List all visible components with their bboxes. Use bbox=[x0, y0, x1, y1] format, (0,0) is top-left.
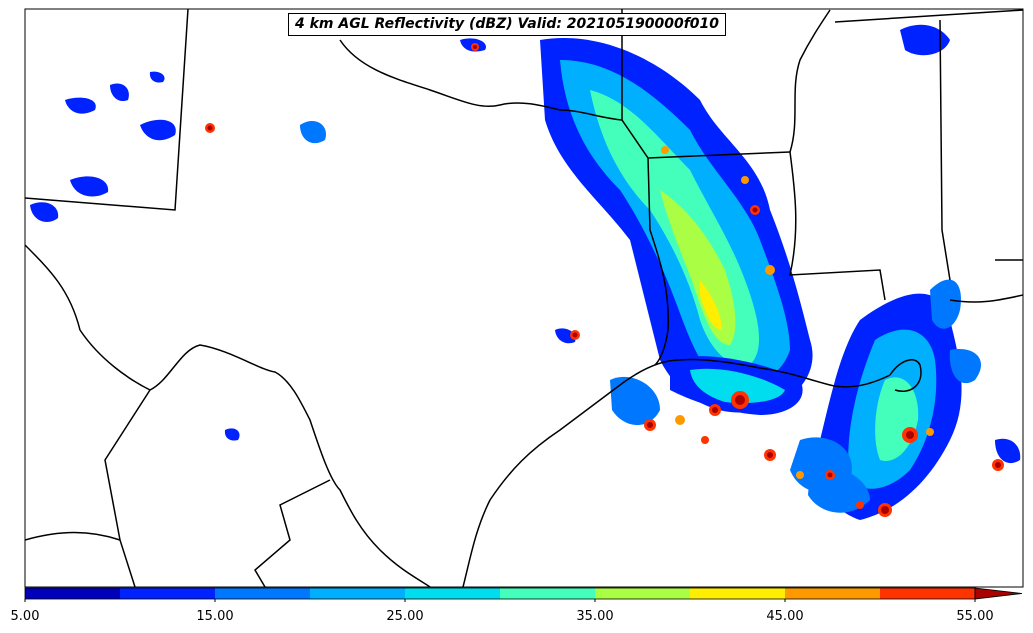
colorbar-extend-arrow bbox=[974, 587, 1023, 600]
colorbar-tick-label: 5.00 bbox=[10, 609, 40, 624]
arkansas-border bbox=[621, 9, 791, 159]
colorbar-segment bbox=[785, 588, 881, 599]
oklahoma-texas-border bbox=[25, 9, 189, 211]
colorbar-segment bbox=[405, 588, 501, 599]
mississippi-alabama-border bbox=[834, 9, 1023, 23]
map-title: 4 km AGL Reflectivity (dBZ) Valid: 20210… bbox=[288, 13, 727, 36]
mexico-state-border-3 bbox=[254, 479, 331, 587]
louisiana-mississippi-border bbox=[789, 151, 886, 301]
red-river-border bbox=[339, 39, 623, 121]
alabama-border bbox=[939, 19, 951, 281]
colorbar-tick-label: 45.00 bbox=[766, 609, 804, 624]
mississippi-coast bbox=[949, 294, 1023, 303]
gulf-coastline bbox=[462, 358, 891, 587]
reflectivity-field bbox=[30, 24, 1021, 520]
colorbar-tick-label: 15.00 bbox=[196, 609, 234, 624]
colorbar-segment bbox=[25, 588, 121, 599]
louisiana-coast bbox=[889, 359, 922, 392]
mississippi-river bbox=[789, 9, 831, 153]
colorbar-outline bbox=[24, 587, 976, 600]
mexico-state-border-2 bbox=[25, 531, 121, 541]
colorbar-tick-label: 55.00 bbox=[956, 609, 994, 624]
colorbar-segment bbox=[120, 588, 216, 599]
colorbar-segment bbox=[500, 588, 596, 599]
colorbar-segment bbox=[595, 588, 691, 599]
mexico-state-border-1 bbox=[104, 389, 151, 587]
colorbar-tick-label: 35.00 bbox=[576, 609, 614, 624]
colorbar-segment bbox=[310, 588, 406, 599]
colorbar-segment bbox=[880, 588, 976, 599]
colorbar-tick-label: 25.00 bbox=[386, 609, 424, 624]
colorbar-segment bbox=[690, 588, 786, 599]
colorbar bbox=[24, 587, 1023, 602]
colorbar-segment bbox=[215, 588, 311, 599]
political-boundaries bbox=[25, 9, 1023, 587]
rio-grande-border bbox=[25, 244, 431, 587]
texas-louisiana-border bbox=[647, 157, 670, 366]
